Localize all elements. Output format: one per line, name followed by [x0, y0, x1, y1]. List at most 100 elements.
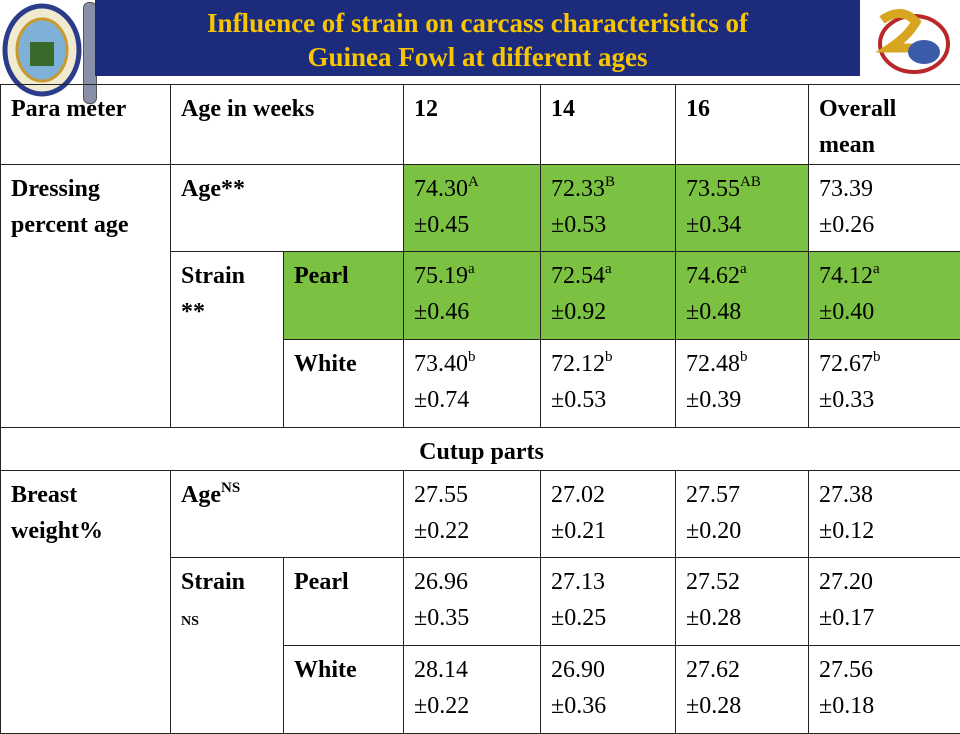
value-cell: 27.02 ±0.21 — [541, 471, 676, 558]
std-error: ±0.26 — [819, 212, 874, 238]
std-error: ±0.74 — [414, 387, 469, 413]
std-error: ±0.39 — [686, 387, 741, 413]
label-note: ** — [181, 299, 205, 325]
significance: a — [873, 261, 880, 277]
significance: a — [740, 261, 747, 277]
mean: 27.52 — [686, 569, 740, 595]
strain-name: White — [284, 340, 404, 428]
mean: 74.30 — [414, 176, 468, 202]
value-cell: 75.19a±0.46 — [404, 252, 541, 340]
significance: B — [605, 174, 615, 190]
label-text: Age — [181, 482, 221, 508]
strain-name: White — [284, 646, 404, 734]
value-cell: 26.90±0.36 — [541, 646, 676, 734]
mean: 27.62 — [686, 657, 740, 683]
value-cell: 72.67b±0.33 — [809, 340, 960, 428]
mean: 28.14 — [414, 657, 468, 683]
value-cell: 27.55±0.22 — [404, 471, 541, 558]
header-cell: Age in weeks — [171, 85, 404, 165]
title-line: Influence of strain on carcass character… — [95, 6, 860, 40]
value-cell: 73.55AB±0.34 — [676, 165, 809, 252]
mean: 27.38 — [819, 482, 873, 508]
title: Influence of strain on carcass character… — [95, 0, 860, 76]
std-error: ±0.53 — [551, 387, 606, 413]
std-error: ±0.92 — [551, 299, 606, 325]
value-cell: 72.48b ±0.39 — [676, 340, 809, 428]
header-cell: 14 — [541, 85, 676, 165]
std-error: ±0.35 — [414, 605, 469, 631]
significance: a — [468, 261, 475, 277]
mean: 72.54 — [551, 263, 605, 289]
std-error: ±0.33 — [819, 387, 874, 413]
std-error: ±0.53 — [551, 212, 606, 238]
value-cell: 27.62 ±0.28 — [676, 646, 809, 734]
significance: A — [468, 174, 479, 190]
value-cell: 74.12a±0.40 — [809, 252, 960, 340]
std-error: ±0.28 — [686, 693, 741, 719]
mean: 72.67 — [819, 351, 873, 377]
value-cell: 74.30A ±0.45 — [404, 165, 541, 252]
age-label: Age** — [171, 165, 404, 252]
header-cell: Para meter — [1, 85, 171, 165]
value-cell: 72.33B ±0.53 — [541, 165, 676, 252]
std-error: ±0.17 — [819, 605, 874, 631]
mean: 27.13 — [551, 569, 605, 595]
mean: 72.48 — [686, 351, 740, 377]
right-logo — [862, 0, 960, 80]
parameter: Dressing percent age — [1, 165, 171, 428]
strain-name: Pearl — [284, 252, 404, 340]
std-error: ±0.48 — [686, 299, 741, 325]
label-sup: NS — [221, 480, 240, 496]
value-cell: 28.14 ±0.22 — [404, 646, 541, 734]
significance: a — [605, 261, 612, 277]
mean: 27.02 — [551, 482, 605, 508]
std-error: ±0.20 — [686, 518, 741, 544]
std-error: ±0.18 — [819, 693, 874, 719]
value-cell: 27.38 ±0.12 — [809, 471, 960, 558]
mean: 26.96 — [414, 569, 468, 595]
value-cell: 27.13±0.25 — [541, 558, 676, 646]
significance: b — [468, 349, 476, 365]
std-error: ±0.22 — [414, 693, 469, 719]
header-cell: 16 — [676, 85, 809, 165]
mean: 27.20 — [819, 569, 873, 595]
label-note: NS — [181, 614, 199, 629]
mean: 27.57 — [686, 482, 740, 508]
strain-label: Strain NS — [171, 558, 284, 734]
significance: b — [605, 349, 613, 365]
strain-label: Strain** — [171, 252, 284, 428]
header-cell: 12 — [404, 85, 541, 165]
header-cell: Overall mean — [809, 85, 960, 165]
std-error: ±0.21 — [551, 518, 606, 544]
value-cell: 74.62a±0.48 — [676, 252, 809, 340]
mean: 74.12 — [819, 263, 873, 289]
mean: 72.33 — [551, 176, 605, 202]
significance: AB — [740, 174, 761, 190]
strain-name: Pearl — [284, 558, 404, 646]
parameter: Breast weight% — [1, 471, 171, 734]
section-title: Cutup parts — [1, 428, 960, 471]
value-cell: 73.39 ±0.26 — [809, 165, 960, 252]
label-text: Strain — [181, 569, 245, 595]
value-cell: 27.20 ±0.17 — [809, 558, 960, 646]
std-error: ±0.12 — [819, 518, 874, 544]
age-label: AgeNS — [171, 471, 404, 558]
std-error: ±0.34 — [686, 212, 741, 238]
std-error: ±0.45 — [414, 212, 469, 238]
std-error: ±0.28 — [686, 605, 741, 631]
title-line: Guinea Fowl at different ages — [95, 40, 860, 74]
value-cell: 27.57 ±0.20 — [676, 471, 809, 558]
mean: 72.12 — [551, 351, 605, 377]
mean: 27.56 — [819, 657, 873, 683]
mean: 73.39 — [819, 176, 873, 202]
significance: b — [740, 349, 748, 365]
section-row: Cutup parts — [1, 428, 960, 471]
std-error: ±0.22 — [414, 518, 469, 544]
mean: 26.90 — [551, 657, 605, 683]
value-cell: 72.12b ±0.53 — [541, 340, 676, 428]
